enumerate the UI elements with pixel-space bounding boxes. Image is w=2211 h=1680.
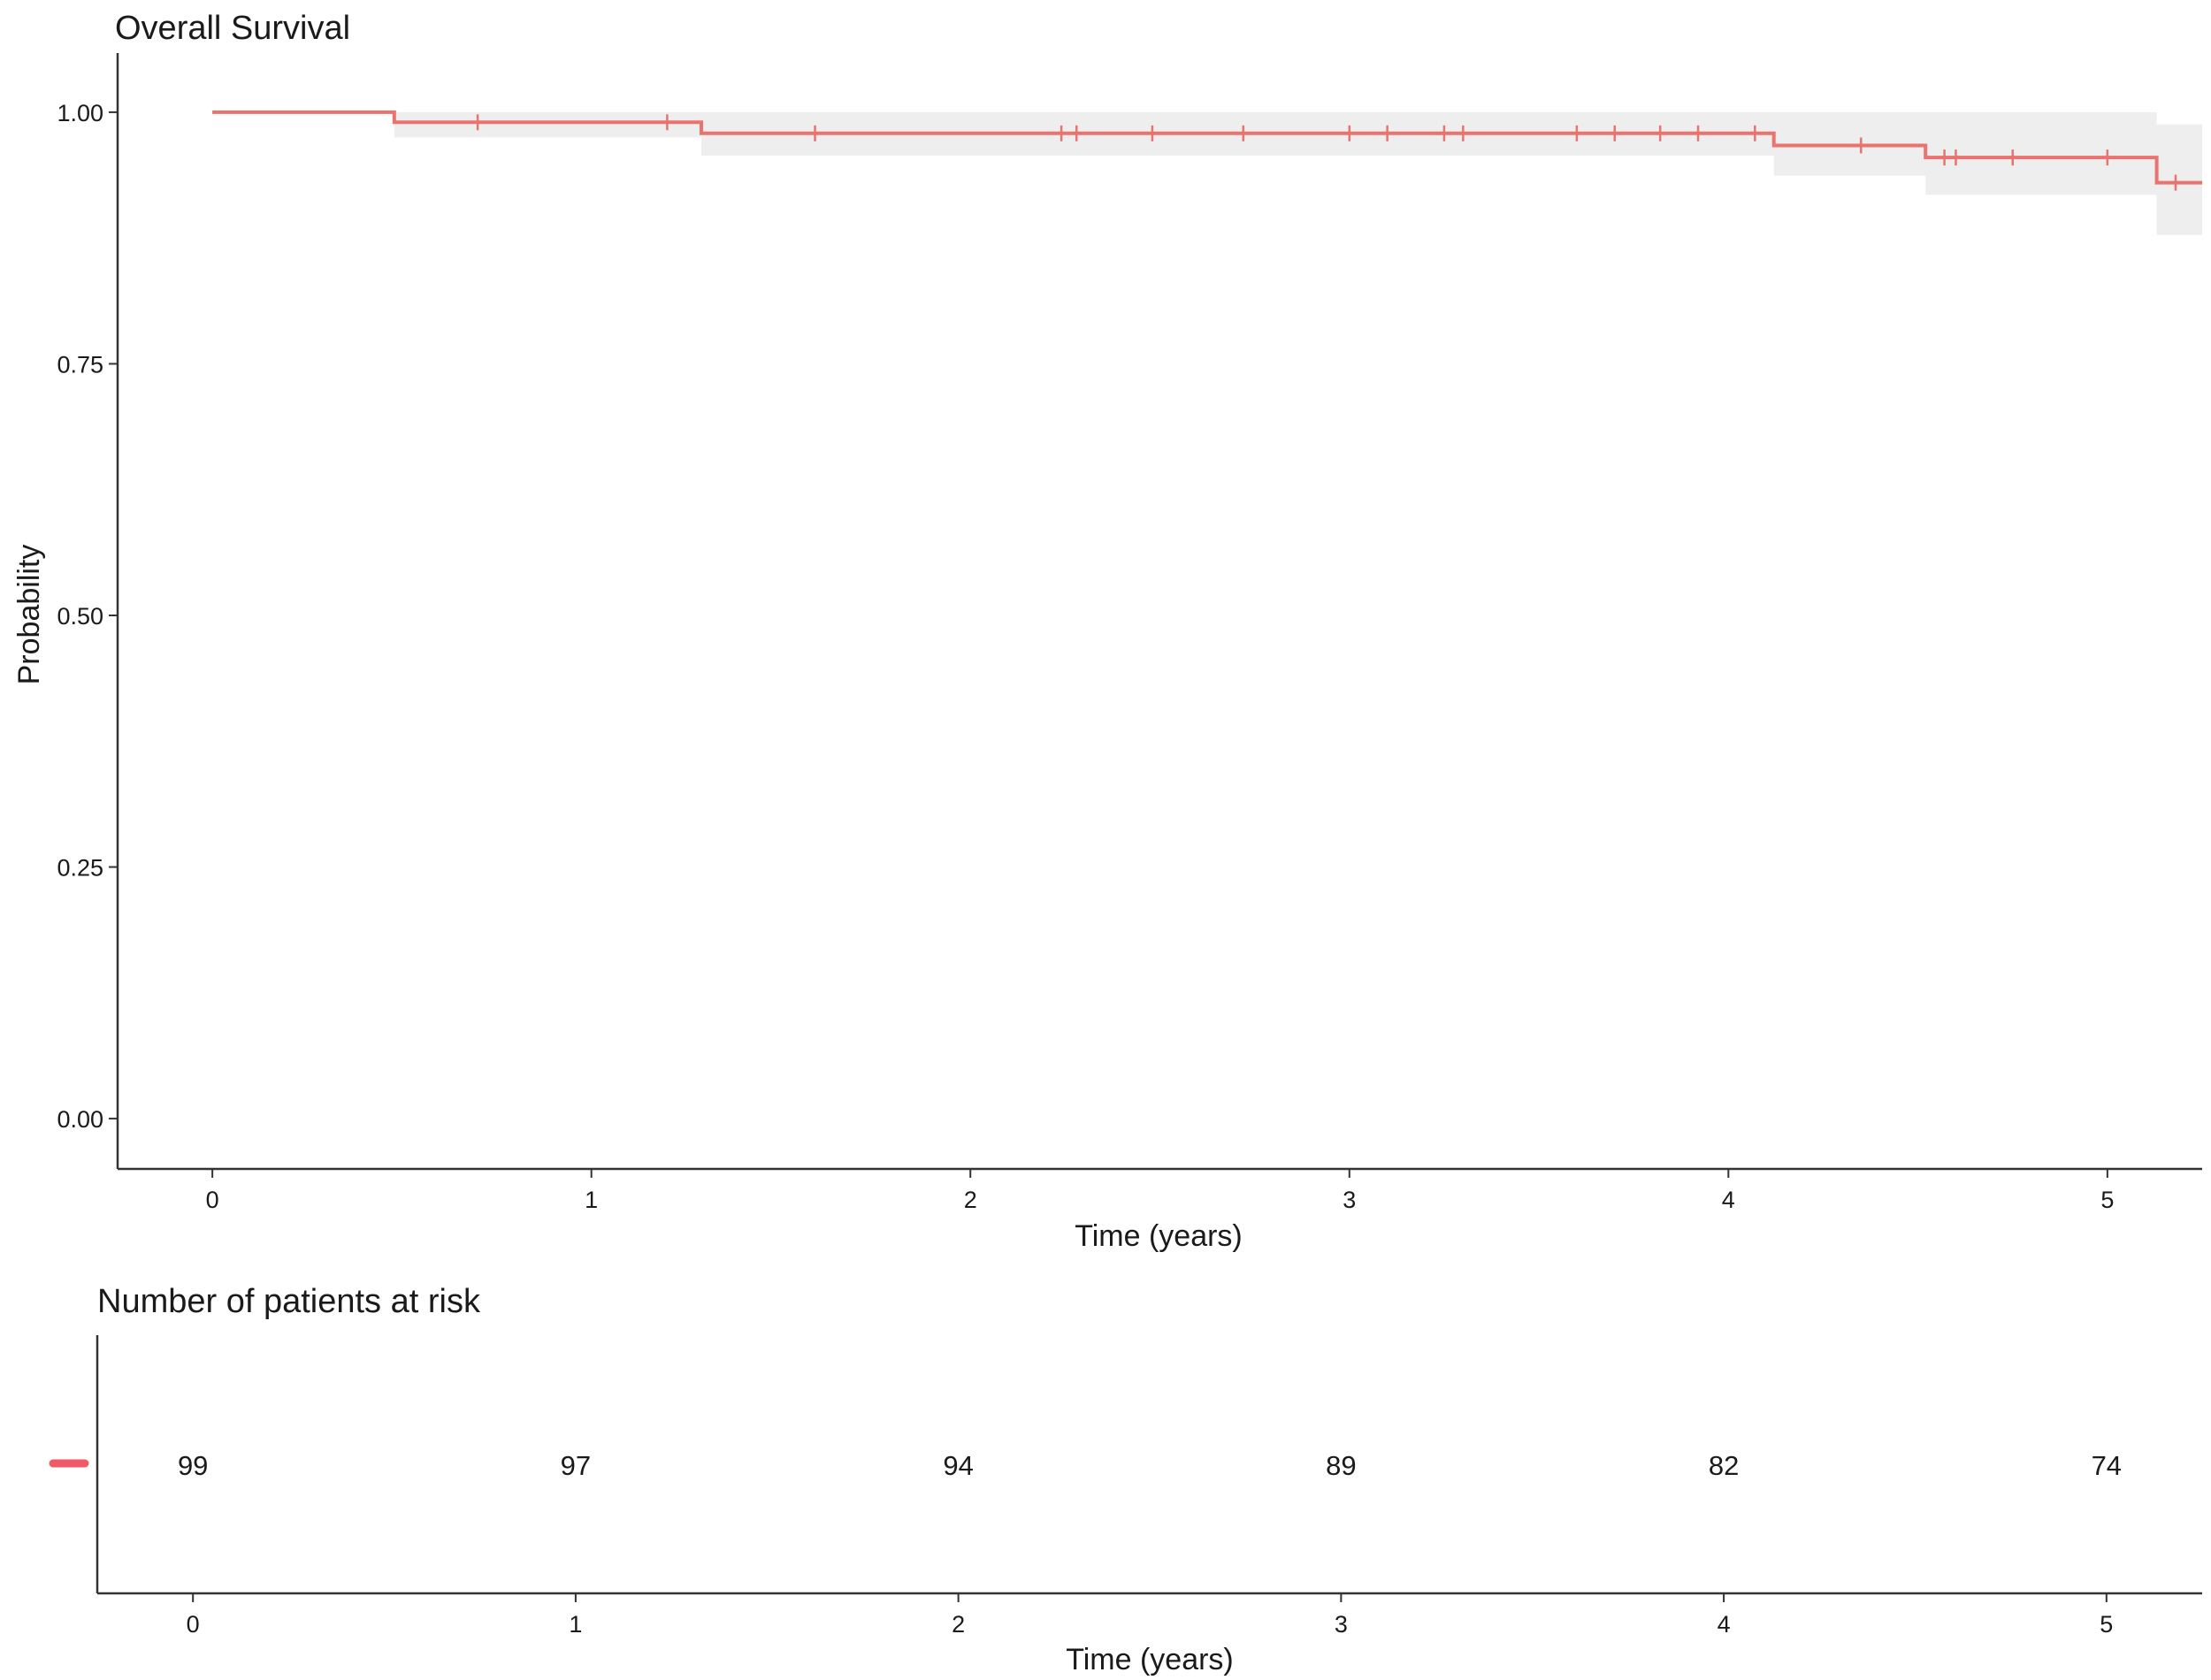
y-tick-label: 0.50 [57, 603, 103, 630]
x-tick-label: 5 [2100, 1187, 2114, 1213]
risk-x-axis-title: Time (years) [1066, 1643, 1234, 1676]
confidence-band [212, 111, 2202, 235]
chart-title: Overall Survival [115, 10, 350, 47]
survival-curve [212, 110, 2202, 185]
risk-value: 97 [561, 1450, 591, 1481]
risk-x-tick-label: 2 [952, 1611, 965, 1638]
risk-table: 99 97 94 89 82 74 0 1 2 3 4 5 [49, 1335, 2202, 1638]
x-tick-label: 2 [964, 1187, 977, 1213]
risk-value: 94 [943, 1450, 973, 1481]
survival-plot: 0.00 0.25 0.50 0.75 1.00 0 1 2 3 4 5 [57, 53, 2202, 1213]
y-axis-title: Probability [12, 545, 46, 685]
risk-x-tick-label: 3 [1335, 1611, 1348, 1638]
x-axis-title: Time (years) [1075, 1219, 1243, 1253]
y-tick-label: 0.00 [57, 1106, 103, 1133]
risk-x-tick-label: 5 [2100, 1611, 2113, 1638]
risk-x-tick-label: 4 [1718, 1611, 1731, 1638]
x-tick-label: 1 [585, 1187, 598, 1213]
x-tick-label: 4 [1722, 1187, 1735, 1213]
risk-value: 99 [178, 1450, 208, 1481]
risk-x-tick-label: 1 [569, 1611, 582, 1638]
x-tick-label: 0 [206, 1187, 219, 1213]
y-tick-label: 1.00 [57, 100, 103, 126]
y-tick-label: 0.25 [57, 855, 103, 882]
x-tick-label: 3 [1343, 1187, 1356, 1213]
risk-x-tick-label: 0 [187, 1611, 200, 1638]
risk-table-title: Number of patients at risk [97, 1283, 481, 1320]
risk-value: 89 [1326, 1450, 1356, 1481]
risk-value: 82 [1709, 1450, 1739, 1481]
risk-value: 74 [2092, 1450, 2122, 1481]
y-tick-label: 0.75 [57, 351, 103, 378]
